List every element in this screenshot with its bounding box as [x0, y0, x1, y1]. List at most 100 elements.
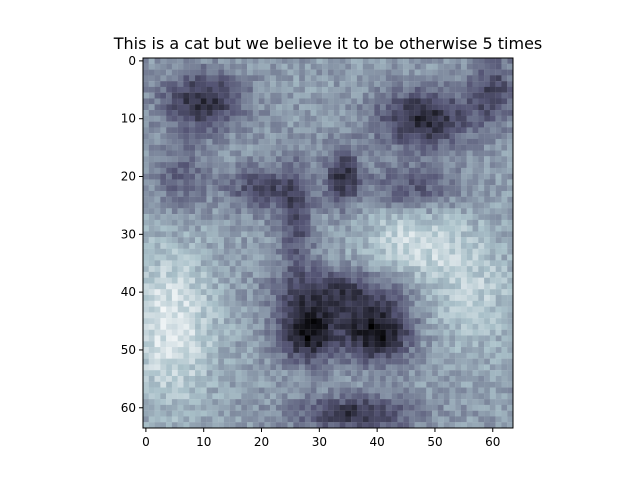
- image-pixel: [229, 115, 236, 122]
- image-pixel: [229, 387, 236, 394]
- image-pixel: [501, 416, 508, 423]
- image-pixel: [351, 231, 358, 238]
- image-pixel: [206, 266, 213, 273]
- image-pixel: [229, 156, 236, 163]
- image-pixel: [489, 283, 496, 290]
- image-pixel: [391, 416, 398, 423]
- image-pixel: [414, 335, 421, 342]
- image-pixel: [437, 185, 444, 192]
- image-pixel: [316, 416, 323, 423]
- image-pixel: [437, 387, 444, 394]
- image-pixel: [281, 144, 288, 151]
- image-pixel: [478, 323, 485, 330]
- image-pixel: [223, 243, 230, 249]
- image-pixel: [304, 352, 311, 359]
- image-pixel: [339, 150, 346, 157]
- image-pixel: [408, 341, 415, 348]
- image-pixel: [223, 179, 230, 186]
- image-pixel: [408, 104, 415, 111]
- image-pixel: [270, 133, 277, 140]
- image-pixel: [322, 399, 329, 406]
- image-pixel: [455, 375, 462, 382]
- image-pixel: [437, 375, 444, 382]
- image-pixel: [287, 243, 294, 249]
- image-pixel: [368, 75, 375, 82]
- image-pixel: [275, 364, 282, 371]
- image-pixel: [247, 318, 253, 325]
- image-pixel: [218, 364, 225, 371]
- image-pixel: [293, 219, 300, 226]
- image-pixel: [322, 283, 329, 290]
- image-pixel: [328, 266, 334, 273]
- image-pixel: [368, 323, 375, 330]
- image-pixel: [345, 352, 352, 359]
- image-pixel: [171, 416, 178, 423]
- image-pixel: [426, 144, 433, 151]
- image-pixel: [310, 404, 317, 411]
- image-pixel: [374, 214, 381, 221]
- image-pixel: [466, 86, 473, 93]
- image-pixel: [356, 75, 363, 82]
- image-pixel: [345, 381, 352, 388]
- image-pixel: [345, 254, 352, 261]
- image-pixel: [501, 341, 508, 348]
- image-pixel: [171, 69, 178, 76]
- image-pixel: [501, 133, 508, 140]
- image-pixel: [281, 358, 288, 365]
- image-pixel: [241, 364, 248, 371]
- image-pixel: [437, 156, 444, 163]
- image-pixel: [495, 410, 502, 417]
- image-pixel: [148, 352, 155, 359]
- image-pixel: [258, 393, 265, 400]
- image-pixel: [218, 404, 225, 411]
- image-pixel: [443, 81, 450, 88]
- image-pixel: [507, 312, 514, 319]
- image-pixel: [154, 179, 161, 186]
- image-pixel: [218, 208, 225, 215]
- image-pixel: [322, 202, 329, 209]
- image-pixel: [414, 318, 421, 325]
- image-pixel: [339, 202, 346, 209]
- image-pixel: [368, 156, 375, 163]
- image-pixel: [328, 399, 334, 406]
- image-pixel: [408, 283, 415, 290]
- image-pixel: [443, 121, 450, 128]
- image-pixel: [489, 69, 496, 76]
- image-pixel: [171, 254, 178, 261]
- image-pixel: [368, 306, 375, 313]
- image-pixel: [466, 323, 473, 330]
- image-pixel: [408, 260, 415, 267]
- image-pixel: [362, 289, 369, 296]
- image-pixel: [403, 266, 410, 273]
- image-pixel: [391, 86, 398, 93]
- image-pixel: [345, 156, 352, 163]
- image-pixel: [495, 393, 502, 400]
- image-pixel: [166, 300, 173, 307]
- image-pixel: [507, 156, 514, 163]
- image-pixel: [362, 179, 369, 186]
- image-pixel: [472, 295, 479, 301]
- image-pixel: [362, 370, 369, 377]
- image-pixel: [275, 370, 282, 377]
- image-pixel: [501, 202, 508, 209]
- image-pixel: [177, 144, 184, 151]
- image-pixel: [432, 364, 438, 371]
- image-pixel: [229, 133, 236, 140]
- image-pixel: [160, 173, 167, 180]
- image-pixel: [264, 81, 271, 88]
- image-pixel: [408, 352, 415, 359]
- image-pixel: [275, 393, 282, 400]
- image-pixel: [328, 110, 334, 116]
- image-pixel: [229, 318, 236, 325]
- image-pixel: [304, 381, 311, 388]
- image-pixel: [351, 202, 358, 209]
- image-pixel: [443, 133, 450, 140]
- image-pixel: [287, 58, 294, 64]
- image-pixel: [432, 312, 438, 319]
- image-pixel: [177, 323, 184, 330]
- image-pixel: [223, 115, 230, 122]
- image-pixel: [432, 300, 438, 307]
- image-pixel: [270, 104, 277, 111]
- image-pixel: [310, 150, 317, 157]
- image-pixel: [374, 75, 381, 82]
